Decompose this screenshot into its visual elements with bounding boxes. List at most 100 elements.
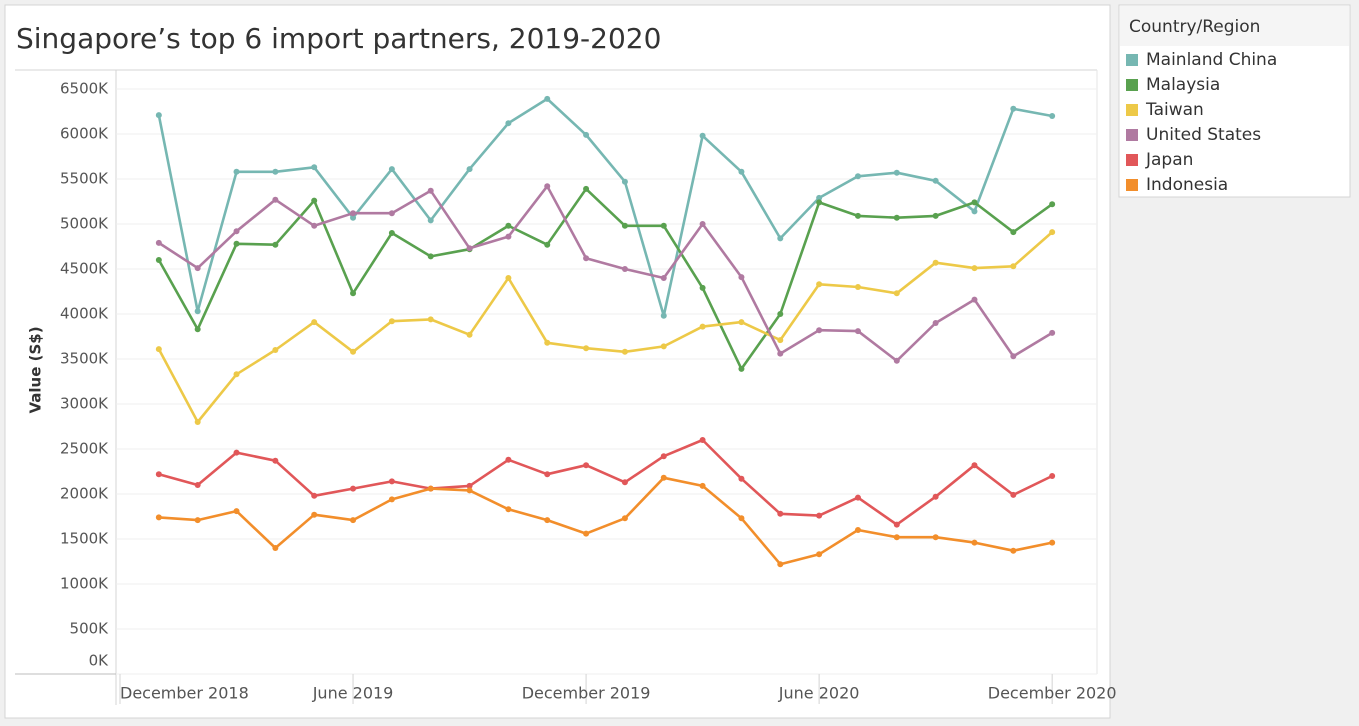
x-tick-label: June 2019 (312, 684, 394, 703)
data-point (738, 274, 745, 281)
y-tick-label: 6500K (60, 79, 109, 97)
data-point (660, 312, 667, 319)
data-point (777, 310, 784, 317)
data-point (699, 323, 706, 330)
data-point (466, 166, 473, 173)
data-point (544, 517, 551, 524)
data-point (311, 319, 318, 326)
data-point (816, 512, 823, 519)
legend-swatch (1126, 179, 1138, 191)
data-point (777, 337, 784, 344)
series-line (157, 97, 1053, 318)
data-point (971, 208, 978, 215)
data-point (272, 544, 279, 551)
data-point (1049, 229, 1056, 236)
data-point (272, 241, 279, 248)
data-point (505, 456, 512, 463)
data-point (893, 534, 900, 541)
data-point (1010, 105, 1017, 112)
data-point (233, 371, 240, 378)
data-point (505, 274, 512, 281)
data-point (738, 319, 745, 326)
data-point (777, 510, 784, 517)
y-tick-label: 4000K (60, 304, 109, 322)
data-point (971, 539, 978, 546)
data-point (194, 418, 201, 425)
data-point (466, 487, 473, 494)
data-point (816, 327, 823, 334)
data-point (194, 308, 201, 315)
data-point (738, 168, 745, 175)
y-tick-label: 3000K (60, 394, 109, 412)
data-point (544, 471, 551, 478)
data-point (505, 222, 512, 229)
legend-label: Taiwan (1145, 100, 1204, 120)
data-point (350, 214, 357, 221)
data-point (272, 346, 279, 353)
data-point (621, 515, 628, 522)
data-point (350, 210, 357, 217)
y-tick-label: 5000K (60, 214, 109, 232)
data-point (350, 290, 357, 297)
data-point (155, 112, 162, 119)
data-point (932, 212, 939, 219)
data-point (388, 478, 395, 485)
data-point (699, 436, 706, 443)
legend-label: Indonesia (1146, 175, 1228, 195)
chart-panel (4, 4, 1111, 719)
legend-swatch (1126, 79, 1138, 91)
data-point (893, 169, 900, 176)
y-tick-label: 0K (89, 652, 110, 670)
data-point (427, 253, 434, 260)
data-point (660, 274, 667, 281)
data-point (893, 214, 900, 221)
legend-swatch (1126, 54, 1138, 66)
data-point (1010, 263, 1017, 270)
y-tick-label: 3500K (60, 349, 109, 367)
data-point (272, 168, 279, 175)
data-point (816, 281, 823, 288)
data-point (427, 316, 434, 323)
legend-header (1120, 6, 1349, 46)
data-point (1010, 229, 1017, 236)
data-point (738, 515, 745, 522)
legend-label: Malaysia (1146, 75, 1220, 95)
data-point (388, 229, 395, 236)
data-point (660, 343, 667, 350)
data-point (699, 220, 706, 227)
y-tick-label: 6000K (60, 124, 109, 142)
data-point (738, 365, 745, 372)
data-point (699, 284, 706, 291)
data-point (311, 492, 318, 499)
data-point (194, 481, 201, 488)
data-point (505, 506, 512, 513)
data-point (971, 296, 978, 303)
data-point (194, 517, 201, 524)
data-point (466, 331, 473, 338)
data-point (777, 561, 784, 568)
data-point (233, 449, 240, 456)
legend-label: Japan (1145, 150, 1193, 170)
data-point (1010, 491, 1017, 498)
y-tick-label: 4500K (60, 259, 109, 277)
data-point (194, 326, 201, 333)
data-point (854, 328, 861, 335)
data-point (466, 482, 473, 489)
y-axis-title: Value (S$) (27, 326, 45, 413)
data-point (660, 453, 667, 460)
data-point (1049, 201, 1056, 208)
data-point (854, 212, 861, 219)
data-point (621, 348, 628, 355)
data-point (233, 168, 240, 175)
data-point (155, 514, 162, 521)
data-point (777, 235, 784, 242)
data-point (155, 346, 162, 353)
legend-swatch (1126, 154, 1138, 166)
data-point (699, 132, 706, 139)
data-point (505, 233, 512, 240)
x-tick-label: December 2019 (522, 684, 651, 703)
data-point (971, 462, 978, 469)
y-tick-label: 5500K (60, 169, 109, 187)
data-point (971, 265, 978, 272)
